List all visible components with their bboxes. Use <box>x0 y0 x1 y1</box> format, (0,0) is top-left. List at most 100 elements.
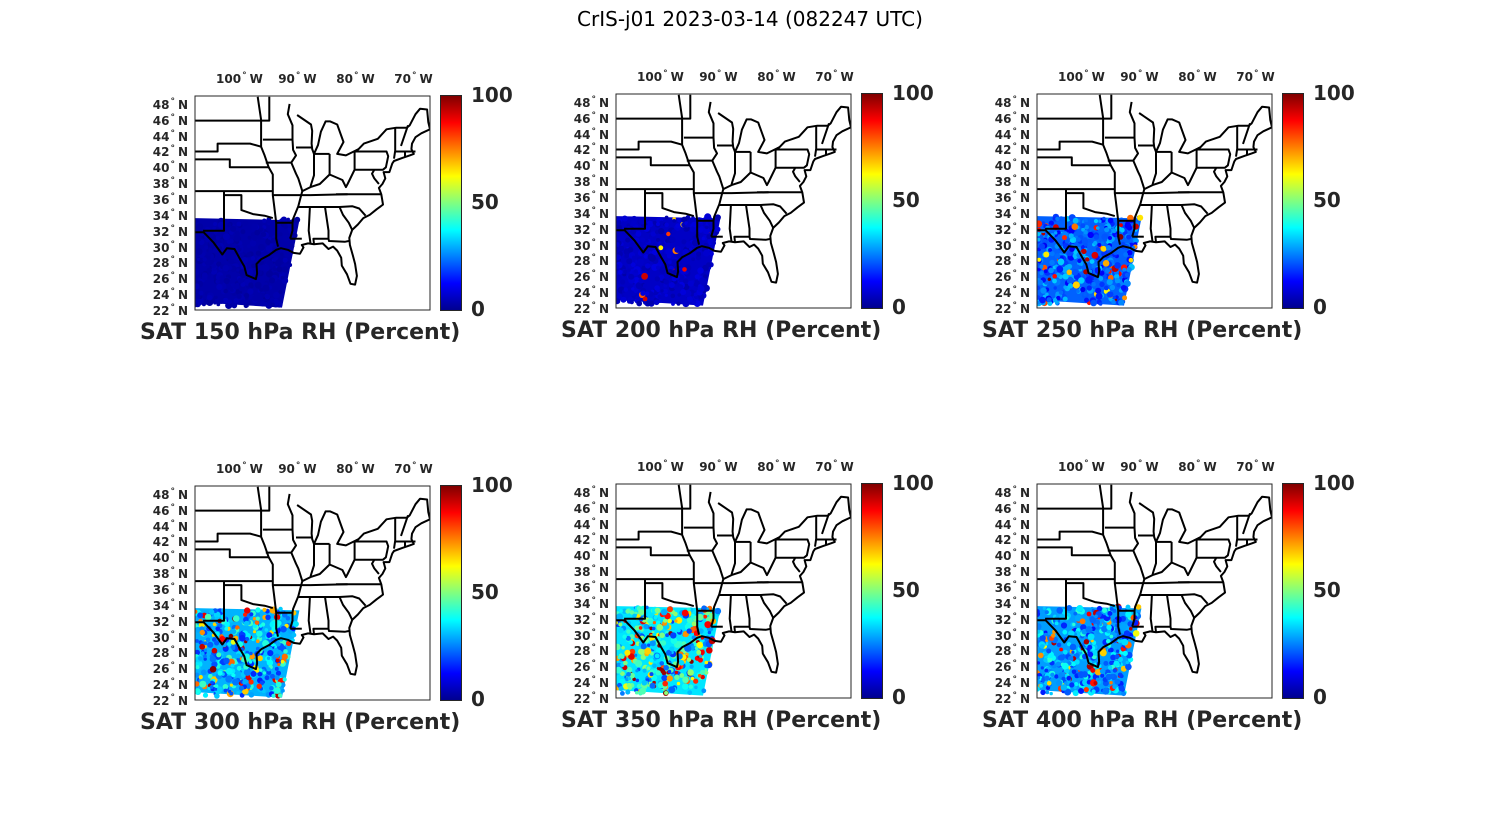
rh-observation <box>202 692 209 698</box>
panel-title: SAT 200 hPa RH (Percent) <box>561 318 882 343</box>
rh-observation <box>200 651 205 656</box>
rh-observation <box>636 683 642 689</box>
rh-observation <box>1091 263 1097 269</box>
rh-observation <box>1037 661 1041 665</box>
rh-observation <box>1045 690 1050 695</box>
boundary-line <box>1242 512 1251 535</box>
rh-observation <box>1054 253 1061 259</box>
boundary-line <box>1143 581 1190 585</box>
rh-observation <box>234 635 238 640</box>
rh-observation <box>203 648 208 653</box>
rh-observation <box>198 675 203 680</box>
boundary-line <box>1143 146 1202 190</box>
rh-observation <box>272 286 279 292</box>
boundary-line <box>400 514 409 537</box>
lat-tick-label: 24° N <box>994 285 1030 301</box>
rh-observation <box>270 237 277 243</box>
rh-observation <box>620 296 627 303</box>
lon-tick-label: 80° W <box>757 459 796 474</box>
rh-observation <box>1047 277 1051 281</box>
rh-observation <box>696 641 703 649</box>
rh-observation <box>1044 668 1049 673</box>
lat-tick-label: 38° N <box>573 174 609 190</box>
rh-observation <box>211 647 218 654</box>
rh-observation <box>1045 292 1049 297</box>
rh-observation <box>223 277 230 285</box>
rh-observation <box>1095 247 1101 252</box>
rh-observation <box>1118 685 1125 692</box>
rh-observation <box>1119 227 1125 233</box>
rh-observation <box>201 272 208 279</box>
rh-observation <box>232 678 239 686</box>
boundary-line <box>1037 484 1113 510</box>
boundary-line <box>400 124 409 147</box>
rh-observation <box>1102 607 1108 613</box>
boundary-line <box>1128 491 1146 627</box>
rh-observation <box>1062 629 1068 635</box>
lat-tick-label: 38° N <box>573 564 609 580</box>
colorbar <box>861 483 883 699</box>
rh-observation <box>264 293 270 299</box>
rh-observation <box>1056 642 1062 648</box>
rh-observation <box>1135 604 1142 610</box>
rh-observation <box>654 653 660 659</box>
rh-observation <box>1038 652 1044 659</box>
boundary-line <box>1138 495 1272 545</box>
rh-observation <box>280 252 284 256</box>
rh-observation <box>291 232 298 239</box>
rh-observation <box>239 685 244 691</box>
rh-observation <box>207 641 214 648</box>
rh-observation <box>249 651 253 656</box>
rh-observation <box>667 606 673 613</box>
rh-observation <box>1049 259 1055 266</box>
rh-observation <box>1121 638 1129 646</box>
panel-title: SAT 350 hPa RH (Percent) <box>561 708 882 733</box>
rh-observation <box>291 632 297 638</box>
rh-observation <box>264 675 270 681</box>
lat-tick-label: 44° N <box>152 128 188 144</box>
map-frame <box>615 483 852 699</box>
rh-observation <box>1116 283 1121 288</box>
rh-observation <box>1046 297 1052 303</box>
rh-observation <box>1089 616 1097 624</box>
rh-observation <box>1104 227 1110 233</box>
rh-observation <box>254 620 260 625</box>
rh-observation <box>1072 217 1079 224</box>
rh-observation <box>1060 684 1068 691</box>
rh-observation <box>636 300 643 307</box>
rh-observation <box>619 235 625 242</box>
rh-observation <box>239 692 245 698</box>
boundary-line <box>327 628 349 633</box>
rh-observation <box>1095 677 1100 682</box>
rh-observation <box>1126 234 1132 240</box>
boundary-line <box>301 538 360 582</box>
rh-observation <box>1109 681 1113 685</box>
rh-observation <box>676 301 681 306</box>
rh-observation <box>688 684 694 689</box>
rh-observation <box>231 302 238 309</box>
rh-observation <box>1079 618 1086 625</box>
rh-observation <box>620 671 625 676</box>
rh-observation <box>655 647 662 654</box>
lat-tick-label: 24° N <box>994 675 1030 691</box>
rh-observation <box>288 224 292 229</box>
rh-observation <box>686 628 692 634</box>
rh-observation <box>694 685 698 690</box>
rh-observation <box>1080 286 1086 293</box>
rh-observation <box>1114 262 1121 269</box>
rh-observation <box>656 288 660 293</box>
rh-observation <box>199 643 206 650</box>
colorbar-tick-label: 100 <box>1313 471 1355 495</box>
rh-observation <box>198 290 204 296</box>
lon-tick-label: 70° W <box>815 459 854 474</box>
colorbar-tick-label: 100 <box>1313 81 1355 105</box>
boundary-line <box>203 195 225 232</box>
lat-tick-label: 24° N <box>152 287 188 303</box>
rh-observation <box>1082 679 1089 686</box>
rh-observation <box>1100 245 1107 252</box>
lon-tick-label: 90° W <box>699 69 738 84</box>
rh-observation <box>621 215 628 222</box>
boundary-line <box>677 484 700 635</box>
rh-observation <box>223 657 230 664</box>
rh-observation <box>270 673 275 679</box>
